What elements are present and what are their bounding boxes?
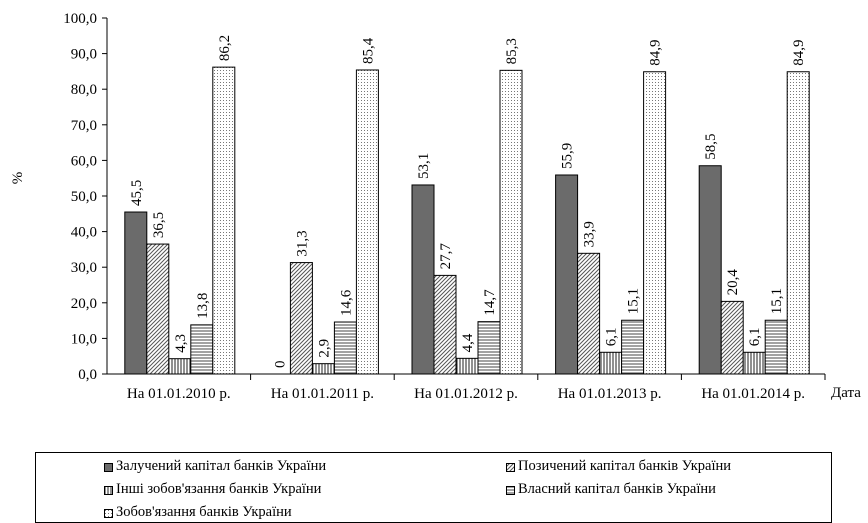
bar — [289, 262, 313, 375]
data-label: 14,7 — [482, 289, 498, 316]
legend-item: Інші зобов'язання банків України — [104, 480, 321, 498]
bar — [355, 69, 379, 375]
data-label: 85,3 — [504, 38, 520, 64]
legend: Залучений капітал банків України Позичен… — [35, 452, 832, 523]
bar — [168, 358, 192, 375]
data-label: 27,7 — [438, 243, 454, 270]
y-tick-label: 10,0 — [71, 331, 97, 347]
bar — [124, 211, 148, 375]
bar — [433, 274, 457, 375]
legend-item: Власний капітал банків України — [506, 480, 716, 498]
y-tick-label: 90,0 — [71, 47, 97, 63]
legend-swatch — [506, 486, 515, 495]
y-tick-label: 30,0 — [71, 260, 97, 276]
bar — [742, 351, 766, 375]
y-tick-label: 80,0 — [71, 82, 97, 98]
bar — [720, 300, 744, 375]
data-labels: 45,5 0 53,1 55,9 58,5 36,5 31,3 27,7 33,9 20,4 4,3… — [129, 35, 807, 368]
y-tick-label: 40,0 — [71, 225, 97, 241]
bar — [212, 66, 236, 375]
legend-label: Інші зобов'язання банків України — [116, 481, 322, 497]
bar — [698, 165, 722, 375]
y-tick-label: 50,0 — [71, 189, 97, 205]
bar — [786, 71, 810, 375]
y-tick-label: 70,0 — [71, 118, 97, 134]
bar-chart: 0,0 10,0 20,0 30,0 40,0 50,0 60,0 70,0 80,0 90,0 1… — [10, 11, 861, 402]
x-tick-label: На 01.01.2014 р. — [701, 386, 805, 402]
data-label: 4,4 — [460, 333, 476, 352]
legend-swatch — [104, 463, 113, 472]
x-tick-label: На 01.01.2013 р. — [558, 386, 662, 402]
x-axis-label: Дата — [831, 385, 861, 401]
data-label: 4,3 — [173, 334, 189, 353]
data-label: 58,5 — [703, 133, 719, 159]
legend-swatch — [104, 486, 113, 495]
y-tick-label: 0,0 — [78, 367, 97, 383]
y-tick-label: 60,0 — [71, 153, 97, 169]
data-label: 84,9 — [791, 40, 807, 66]
legend-label: Зобов'язання банків України — [116, 504, 292, 520]
axes: 0,0 10,0 20,0 30,0 40,0 50,0 60,0 70,0 80,0 90,0 1… — [63, 11, 826, 402]
data-label: 15,1 — [769, 288, 785, 314]
y-tick-label: 20,0 — [71, 296, 97, 312]
bar — [621, 319, 645, 375]
data-label: 85,4 — [360, 37, 376, 64]
legend-item: Залучений капітал банків України — [104, 457, 326, 475]
bar — [577, 252, 601, 375]
bar — [146, 243, 170, 375]
bar — [477, 321, 501, 375]
data-label: 53,1 — [416, 153, 432, 179]
data-label: 0 — [272, 361, 288, 369]
legend-item: Позичений капітал банків України — [506, 457, 731, 475]
data-label: 13,8 — [195, 293, 211, 319]
bar — [499, 69, 523, 375]
data-label: 6,1 — [747, 328, 763, 347]
bar — [455, 357, 479, 375]
bar — [190, 324, 214, 375]
bar — [599, 351, 623, 375]
legend-label: Позичений капітал банків України — [518, 458, 732, 474]
legend-swatch — [506, 463, 515, 472]
y-axis-label: % — [10, 172, 26, 185]
y-tick-label: 100,0 — [63, 11, 97, 27]
bar — [764, 319, 788, 375]
data-label: 6,1 — [604, 328, 620, 347]
bar — [643, 71, 667, 375]
legend-label: Залучений капітал банків України — [116, 458, 327, 474]
bars — [124, 66, 810, 375]
data-label: 31,3 — [294, 230, 310, 256]
data-label: 2,9 — [316, 339, 332, 358]
bar — [411, 184, 435, 375]
x-tick-label: На 01.01.2012 р. — [414, 386, 518, 402]
bar — [555, 174, 579, 375]
data-label: 84,9 — [648, 40, 664, 66]
data-label: 45,5 — [129, 180, 145, 206]
data-label: 86,2 — [217, 35, 233, 61]
data-label: 55,9 — [560, 143, 576, 169]
data-label: 36,5 — [151, 212, 167, 238]
data-label: 33,9 — [582, 221, 598, 247]
bar — [311, 363, 335, 375]
legend-label: Власний капітал банків України — [518, 481, 716, 497]
x-tick-label: На 01.01.2010 р. — [127, 386, 231, 402]
data-label: 15,1 — [626, 288, 642, 314]
data-label: 20,4 — [725, 269, 741, 296]
x-tick-label: На 01.01.2011 р. — [271, 386, 374, 402]
data-label: 14,6 — [338, 289, 354, 316]
bar — [333, 321, 357, 375]
legend-swatch — [104, 509, 113, 518]
legend-item: Зобов'язання банків України — [104, 503, 292, 521]
